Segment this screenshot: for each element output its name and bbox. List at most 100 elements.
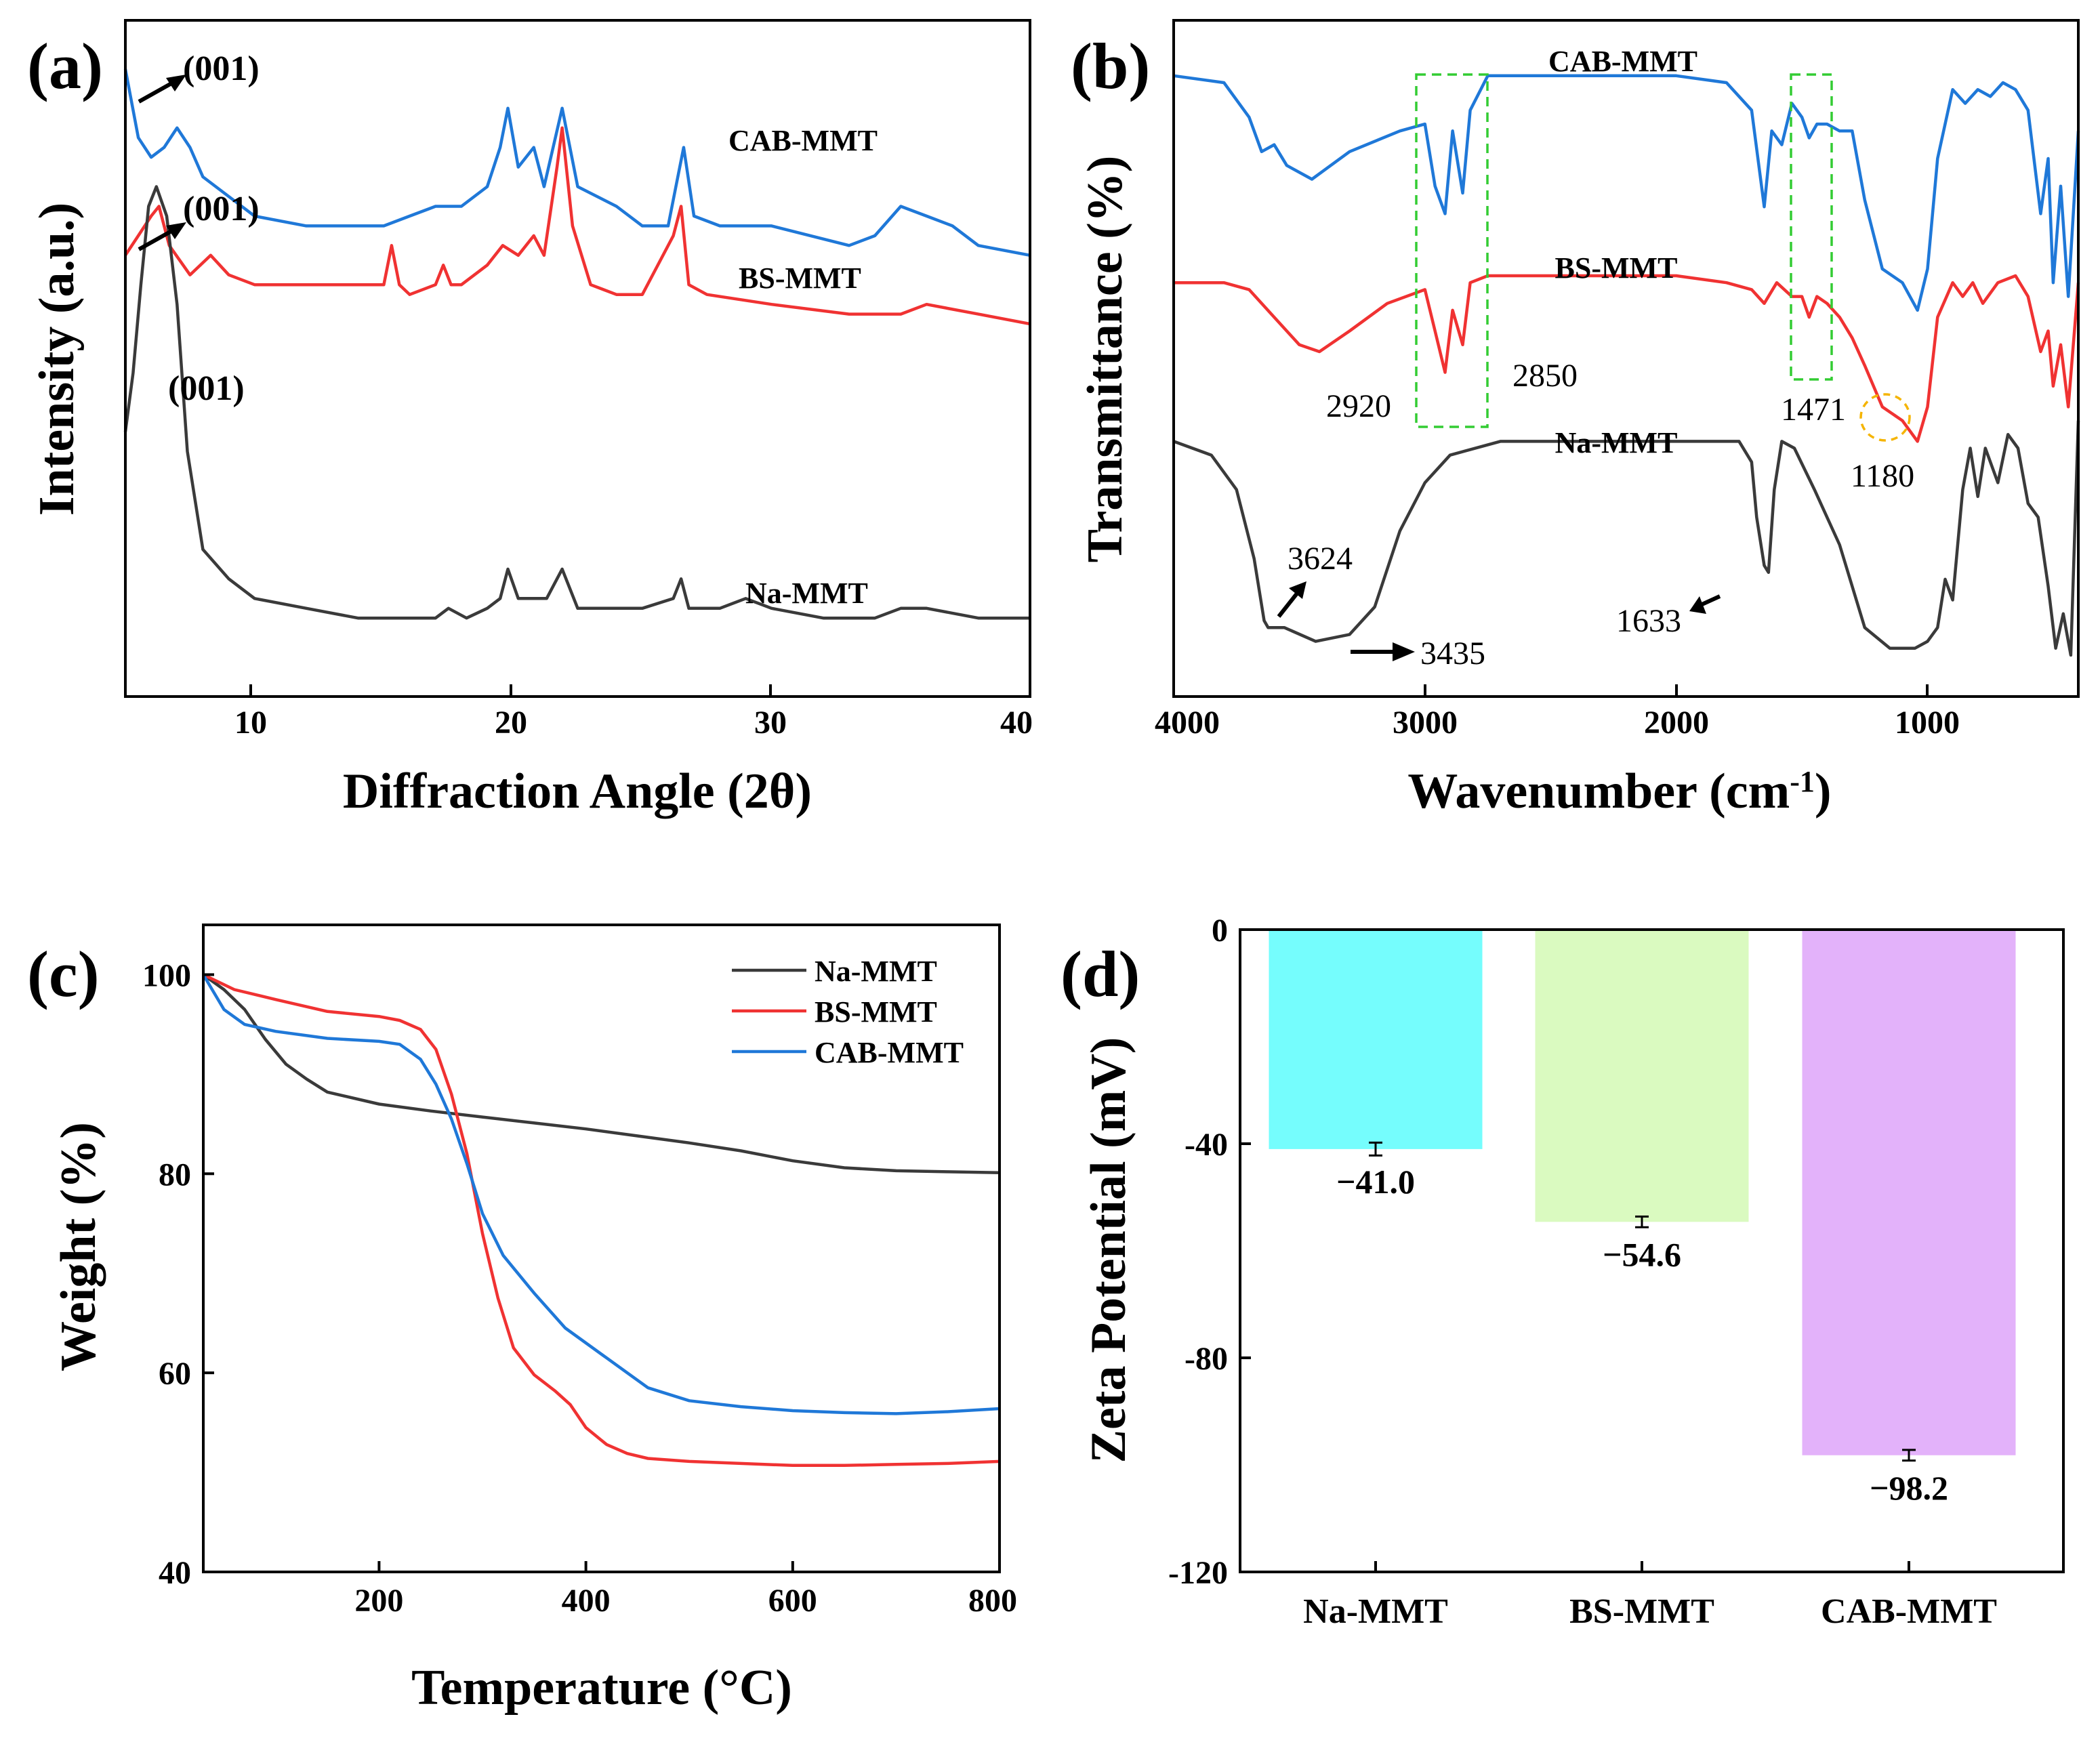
peak-label-1633: 1633 xyxy=(1616,603,1681,639)
bar-bs-mmt xyxy=(1535,930,1749,1222)
peak-label-2920: 2920 xyxy=(1326,388,1391,424)
annotation-001-bs: (001) xyxy=(138,190,260,251)
annotation-3435: 3435 xyxy=(1351,636,1485,671)
ftir-curve-bs xyxy=(1174,274,2080,443)
x-tick-label-c: 200 xyxy=(354,1583,403,1619)
bar-value-label: −98.2 xyxy=(1870,1469,1948,1507)
legend-label-cab: CAB-MMT xyxy=(815,1036,964,1069)
x-tick-label-b: 1000 xyxy=(1895,705,1960,741)
panel-label-a: (a) xyxy=(27,30,103,102)
xrd-curves xyxy=(123,68,1031,620)
panel-c: (c) 200 400 600 800 40 60 80 100 Temperature (°… xyxy=(27,924,1017,1716)
annotation-3624: 3624 xyxy=(1277,541,1353,618)
x-category-label-d: BS-MMT xyxy=(1569,1592,1714,1631)
plot-frame-b xyxy=(1172,19,2080,698)
peak-label-1471: 1471 xyxy=(1781,392,1846,428)
x-category-label-d: Na-MMT xyxy=(1303,1592,1448,1631)
peak-label-1180: 1180 xyxy=(1851,458,1914,494)
series-label-bs-b: BS-MMT xyxy=(1555,251,1678,285)
annotation-1633: 1633 xyxy=(1616,594,1721,639)
panel-label-c: (c) xyxy=(27,938,100,1010)
y-tick-label-c: 100 xyxy=(142,957,191,993)
plot-frame-d xyxy=(1239,928,2065,1573)
arrow-head-icon xyxy=(1393,642,1415,661)
peak-label: (001) xyxy=(183,49,260,88)
y-tick-label-d: 0 xyxy=(1212,913,1228,949)
x-axis-title-a: Diffraction Angle (2θ) xyxy=(343,764,812,819)
y-tick-label-d: -40 xyxy=(1185,1127,1228,1163)
arrow-head-icon xyxy=(166,222,186,239)
ftir-curve-cab xyxy=(1173,74,2080,312)
x-axis-title-c: Temperature (°C) xyxy=(411,1660,792,1716)
peak-label-na: (001) xyxy=(168,369,245,408)
y-tick-label-c: 80 xyxy=(159,1157,191,1193)
highlight-circle-1180 xyxy=(1859,393,1911,442)
series-label-cab-a: CAB-MMT xyxy=(728,124,878,157)
arrow-line xyxy=(1277,589,1301,618)
panel-b: (b) 4000 3000 2000 1000 Wavenumber (cm-1… xyxy=(1071,19,2080,819)
arrow-head-icon xyxy=(1289,581,1306,599)
tga-curve-bs xyxy=(203,973,1000,1468)
x-axis-b: 4000 3000 2000 1000 xyxy=(1155,684,1960,741)
tga-curve-na xyxy=(202,973,1000,1175)
x-tick-label-b: 4000 xyxy=(1155,705,1220,741)
y-tick-label-d: -80 xyxy=(1185,1341,1228,1377)
ftir-curves xyxy=(1173,74,2080,657)
xrd-curve-na xyxy=(123,185,1030,620)
y-axis-title-c: Weight (%) xyxy=(51,1122,106,1371)
x-tick-label-a: 10 xyxy=(234,705,267,741)
peak-label: (001) xyxy=(183,190,260,228)
x-tick-label-c: 800 xyxy=(968,1583,1017,1619)
legend-label-bs: BS-MMT xyxy=(815,995,937,1029)
y-tick-label-c: 40 xyxy=(159,1555,191,1591)
y-axis-title-b: Transmittance (%) xyxy=(1077,156,1133,563)
x-category-label-d: CAB-MMT xyxy=(1821,1592,1997,1631)
x-tick-label-b: 3000 xyxy=(1393,705,1458,741)
x-tick-label-c: 600 xyxy=(768,1583,817,1619)
x-tick-label-a: 20 xyxy=(495,705,527,741)
series-label-na-b: Na-MMT xyxy=(1555,426,1678,459)
arrow-head-icon xyxy=(166,75,186,91)
highlight-box-ch xyxy=(1415,73,1489,428)
bar-value-label: −54.6 xyxy=(1603,1235,1681,1273)
panel-d: (d) −41.0 −54.6 −98.2 0 -40 -80 -120 Na-MMT BS-… xyxy=(1061,913,2065,1631)
x-tick-label-c: 400 xyxy=(562,1583,611,1619)
ftir-curve-na xyxy=(1173,420,2080,657)
xrd-curve-bs xyxy=(124,126,1031,326)
x-axis-title-sup: -1 xyxy=(1790,765,1815,798)
x-axis-title-main: Wavenumber (cm xyxy=(1407,764,1790,819)
arrow-head-icon xyxy=(1689,596,1706,614)
bar-value-label: −41.0 xyxy=(1336,1163,1415,1201)
peak-label-2850: 2850 xyxy=(1512,358,1578,394)
xrd-curve-cab xyxy=(123,68,1031,257)
bar-cab-mmt xyxy=(1802,930,2016,1455)
bar-na-mmt xyxy=(1269,930,1483,1149)
series-label-cab-b: CAB-MMT xyxy=(1548,45,1697,78)
annotation-001-cab: (001) xyxy=(138,49,260,104)
peak-label-3435: 3435 xyxy=(1420,636,1485,671)
highlight-box-1471 xyxy=(1790,73,1833,381)
plot-frame-a xyxy=(124,19,1031,698)
tga-curves xyxy=(202,973,1000,1468)
legend-c: Na-MMT BS-MMT CAB-MMT xyxy=(732,955,964,1069)
panel-label-b: (b) xyxy=(1071,30,1150,102)
series-label-na-a: Na-MMT xyxy=(745,577,868,610)
y-axis-title-a: Intensity (a.u.) xyxy=(29,203,85,516)
x-axis-title-end: ) xyxy=(1815,764,1832,819)
tga-curve-cab xyxy=(202,974,1000,1415)
y-tick-label-d: -120 xyxy=(1168,1555,1228,1591)
y-tick-label-c: 60 xyxy=(159,1356,191,1392)
panel-label-d: (d) xyxy=(1061,938,1140,1010)
series-label-bs-a: BS-MMT xyxy=(739,262,861,295)
x-tick-label-a: 30 xyxy=(754,705,787,741)
panel-a: (a) 10 20 30 40 Diffraction Angle (2θ) I… xyxy=(27,19,1033,819)
legend-label-na: Na-MMT xyxy=(815,955,937,988)
axes-d: 0 -40 -80 -120 Na-MMT BS-MMT CAB-MMT xyxy=(1168,913,1997,1631)
x-axis-a: 10 20 30 40 xyxy=(234,684,1033,741)
x-tick-label-a: 40 xyxy=(1000,705,1033,741)
x-axis-title-b: Wavenumber (cm-1) xyxy=(1407,764,1831,819)
axes-c: 200 400 600 800 40 60 80 100 xyxy=(142,957,1017,1619)
peak-label-3624: 3624 xyxy=(1288,541,1353,577)
plot-frame-c xyxy=(202,924,1001,1573)
